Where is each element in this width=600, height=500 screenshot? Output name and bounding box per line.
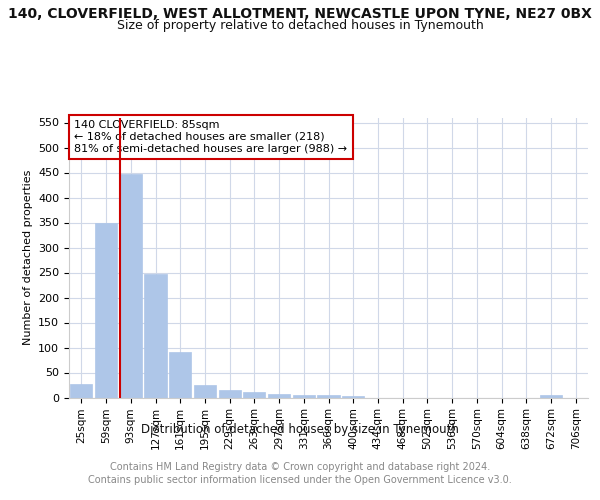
Text: Distribution of detached houses by size in Tynemouth: Distribution of detached houses by size … (141, 422, 459, 436)
Bar (194, 385, 216, 398)
Bar (145, 274, 167, 398)
Bar (293, 395, 315, 398)
Text: 140, CLOVERFIELD, WEST ALLOTMENT, NEWCASTLE UPON TYNE, NE27 0BX: 140, CLOVERFIELD, WEST ALLOTMENT, NEWCAS… (8, 8, 592, 22)
Bar (218, 390, 241, 398)
Bar (70, 384, 92, 398)
Text: Contains HM Land Registry data © Crown copyright and database right 2024.: Contains HM Land Registry data © Crown c… (110, 462, 490, 472)
Bar (95, 222, 117, 398)
Bar (540, 395, 562, 398)
Text: 140 CLOVERFIELD: 85sqm
← 18% of detached houses are smaller (218)
81% of semi-de: 140 CLOVERFIELD: 85sqm ← 18% of detached… (74, 120, 347, 154)
Y-axis label: Number of detached properties: Number of detached properties (23, 170, 32, 345)
Bar (243, 392, 265, 398)
Bar (268, 394, 290, 398)
Bar (317, 395, 340, 398)
Bar (342, 396, 364, 398)
Bar (169, 352, 191, 398)
Text: Size of property relative to detached houses in Tynemouth: Size of property relative to detached ho… (116, 19, 484, 32)
Text: Contains public sector information licensed under the Open Government Licence v3: Contains public sector information licen… (88, 475, 512, 485)
Bar (119, 174, 142, 398)
